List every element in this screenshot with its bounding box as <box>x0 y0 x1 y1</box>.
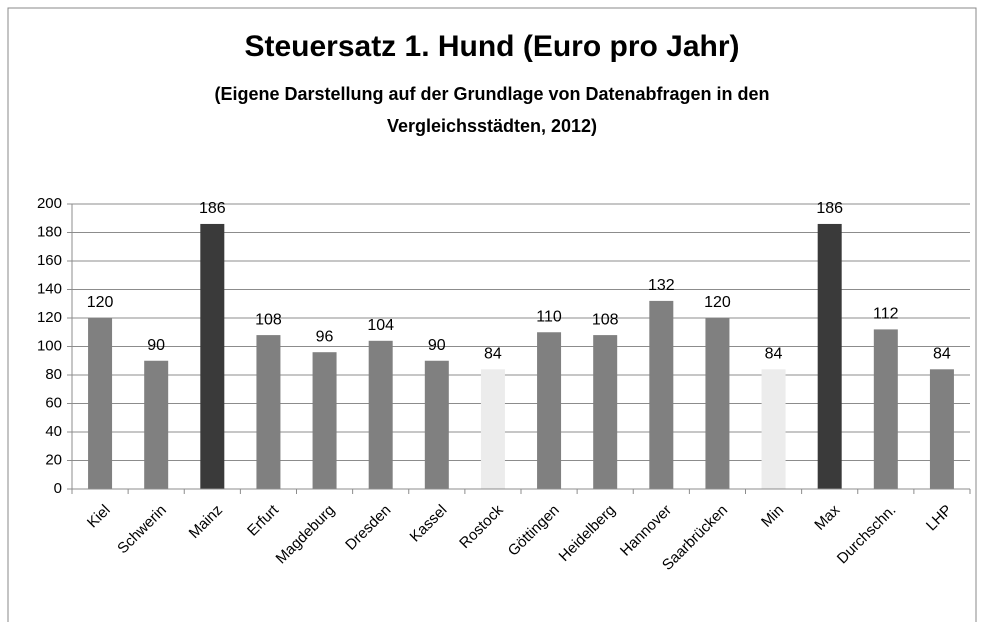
x-tick-label: Max <box>811 501 843 533</box>
data-label: 108 <box>592 311 619 328</box>
x-tick-label: Rostock <box>456 501 507 552</box>
bar <box>200 223 225 489</box>
y-tick-label: 160 <box>37 252 62 269</box>
bar <box>368 340 393 489</box>
data-label: 186 <box>816 200 843 217</box>
bar <box>817 223 842 489</box>
y-tick-label: 140 <box>37 280 62 297</box>
y-tick-label: 200 <box>37 195 62 212</box>
chart-subtitle: (Eigene Darstellung auf der Grundlage vo… <box>214 84 769 104</box>
x-tick-label: Kiel <box>84 502 114 532</box>
bar <box>312 352 337 489</box>
data-label: 110 <box>536 308 562 325</box>
bar <box>537 332 562 489</box>
bar <box>144 360 169 489</box>
data-label: 108 <box>255 311 282 328</box>
data-label: 96 <box>316 328 334 345</box>
y-tick-label: 120 <box>37 309 62 326</box>
x-tick-label: Göttingen <box>505 502 563 560</box>
data-label: 84 <box>933 346 951 363</box>
bar <box>761 369 786 489</box>
x-tick-label: Min <box>758 502 787 531</box>
x-tick-label: Magdeburg <box>273 502 339 568</box>
x-tick-label: Erfurt <box>244 501 283 540</box>
bar <box>705 318 730 489</box>
bar <box>256 335 281 489</box>
data-label: 112 <box>873 306 899 323</box>
data-label: 90 <box>147 337 165 354</box>
data-label: 186 <box>199 200 226 217</box>
bar <box>480 369 505 489</box>
bar <box>88 318 113 489</box>
data-label: 120 <box>704 294 731 311</box>
x-tick-label: Kassel <box>407 502 451 546</box>
y-tick-label: 180 <box>37 223 62 240</box>
bar <box>649 300 674 489</box>
x-tick-label: Dresden <box>342 502 394 554</box>
data-label: 132 <box>648 277 675 294</box>
x-tick-label: Durchschn. <box>834 502 900 568</box>
data-label: 84 <box>765 346 783 363</box>
chart-subtitle: Vergleichsstädten, 2012) <box>387 116 597 136</box>
x-tick-label: Hannover <box>617 502 675 560</box>
x-tick-label: Schwerin <box>114 502 170 558</box>
y-tick-label: 0 <box>54 480 62 497</box>
bar <box>424 360 449 489</box>
bar <box>593 335 618 489</box>
chart-frame <box>7 7 977 622</box>
bar <box>873 329 898 489</box>
data-label: 84 <box>484 346 502 363</box>
y-tick-label: 20 <box>45 451 62 468</box>
y-tick-label: 80 <box>45 366 62 383</box>
y-tick-label: 100 <box>37 337 62 354</box>
x-tick-label: Mainz <box>186 502 226 542</box>
y-tick-label: 60 <box>45 394 62 411</box>
bar <box>929 369 954 489</box>
x-tick-label: Heidelberg <box>556 502 619 565</box>
x-tick-label: LHP <box>923 502 956 535</box>
data-label: 120 <box>87 294 114 311</box>
data-label: 90 <box>428 337 446 354</box>
y-tick-label: 40 <box>45 423 62 440</box>
chart-title: Steuersatz 1. Hund (Euro pro Jahr) <box>244 30 739 63</box>
data-label: 104 <box>367 317 394 334</box>
